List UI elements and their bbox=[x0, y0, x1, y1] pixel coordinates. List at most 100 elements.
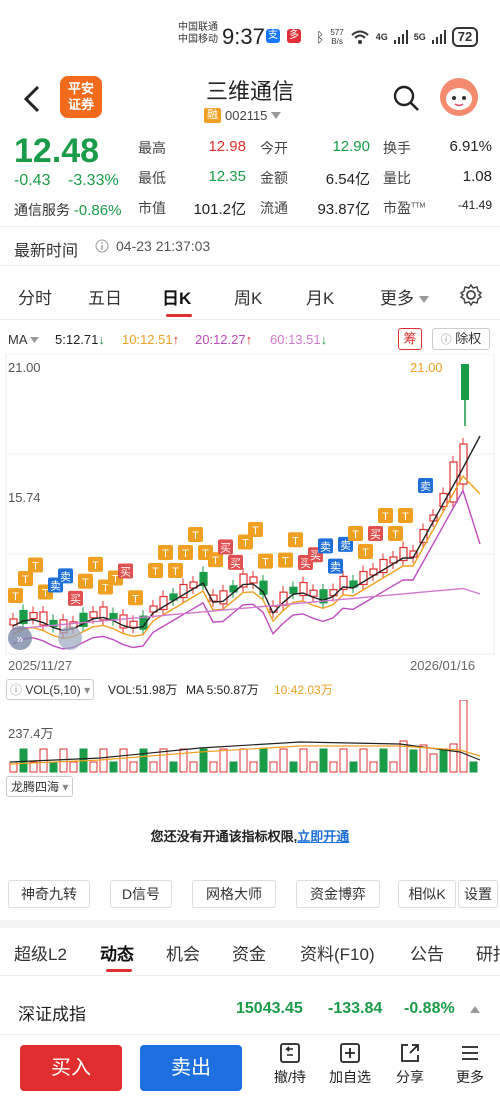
ma-selector[interactable]: MA bbox=[8, 332, 40, 347]
svg-text:买: 买 bbox=[120, 565, 131, 578]
trade-signal-badge[interactable]: 卖 bbox=[418, 478, 433, 493]
trade-signal-badge[interactable]: T bbox=[278, 552, 293, 568]
tab-news[interactable]: 动态 bbox=[100, 945, 134, 964]
trade-signal-badge[interactable]: T bbox=[378, 508, 393, 523]
index-row[interactable]: 深证成指 15043.45 -133.84 -0.88% bbox=[0, 988, 500, 1028]
share-button[interactable]: 分享 bbox=[380, 1041, 440, 1087]
signal-5g-icon: 5G bbox=[413, 32, 426, 42]
tool-grid-master[interactable]: 网格大师 bbox=[192, 880, 276, 908]
svg-text:卖: 卖 bbox=[320, 540, 331, 553]
trade-signal-badge[interactable]: T bbox=[248, 521, 263, 537]
trade-signal-badge[interactable]: T bbox=[148, 563, 163, 578]
volume-ma10: 10:42.03万 bbox=[274, 683, 333, 697]
trade-signal-badge[interactable]: 买 bbox=[68, 590, 83, 606]
trade-signal-badge[interactable]: 买 bbox=[228, 554, 243, 570]
stat-value: 6.54亿 bbox=[325, 171, 370, 188]
ma60-value: 60:13.51↓ bbox=[270, 332, 328, 347]
trade-signal-badge[interactable]: T bbox=[158, 545, 173, 560]
svg-text:T: T bbox=[362, 547, 369, 559]
trade-signal-badge[interactable]: T bbox=[8, 588, 23, 603]
tab-capital[interactable]: 资金 bbox=[232, 945, 266, 964]
tab-research[interactable]: 研报 bbox=[476, 945, 500, 964]
index-change: -133.84 bbox=[328, 1000, 383, 1017]
volume-row: ⓘ VOL(5,10) ▾ VOL:51.98万 MA 5:50.87万 10:… bbox=[0, 678, 500, 700]
quote-panel: 12.48 -0.43 -3.33% 通信服务 -0.86% 最高 12.98 今开… bbox=[0, 130, 500, 226]
stock-code: 002115 bbox=[225, 108, 268, 123]
tool-d-signal[interactable]: D信号 bbox=[110, 880, 172, 908]
add-watchlist-button[interactable]: 加自选 bbox=[320, 1041, 380, 1087]
tab-daily-k[interactable]: 日K bbox=[162, 289, 192, 308]
volume-chart[interactable]: 237.4万 bbox=[0, 700, 500, 774]
ma10-value: 10:12.51↑ bbox=[122, 332, 180, 347]
trade-signal-badge[interactable]: T bbox=[208, 552, 223, 568]
caret-up-icon[interactable] bbox=[470, 1005, 480, 1013]
signal-4g-icon: 4G bbox=[375, 32, 388, 42]
chart-zoom-icon[interactable] bbox=[58, 626, 82, 650]
tab-more[interactable]: 更多 bbox=[380, 284, 429, 309]
indicator-selector[interactable]: 龙腾四海 ▾ bbox=[6, 776, 74, 797]
chip-distribution-button[interactable]: 筹 bbox=[398, 328, 422, 350]
tool-capital-game[interactable]: 资金博弈 bbox=[296, 880, 380, 908]
chart-expand-icon[interactable]: » bbox=[8, 626, 32, 650]
trade-signal-badge[interactable]: T bbox=[178, 545, 193, 560]
back-arrow-icon[interactable] bbox=[18, 84, 48, 114]
trade-signal-badge[interactable]: T bbox=[288, 532, 303, 548]
stat-value: 1.08 bbox=[462, 168, 492, 185]
svg-text:T: T bbox=[392, 529, 399, 541]
open-permission-link[interactable]: 立即开通 bbox=[297, 829, 350, 844]
trade-signal-badge[interactable]: T bbox=[168, 563, 183, 578]
stock-code-row[interactable]: 融 002115 bbox=[204, 108, 282, 123]
trade-signal-badge[interactable]: T bbox=[88, 556, 103, 572]
trade-signal-badge[interactable]: T bbox=[78, 573, 93, 589]
svg-text:T: T bbox=[42, 588, 49, 600]
svg-text:T: T bbox=[32, 561, 39, 573]
info-icon[interactable] bbox=[95, 239, 109, 253]
active-tab-underline bbox=[106, 969, 132, 972]
trade-signal-badge[interactable]: 买 bbox=[218, 539, 233, 555]
signal-bars-icon bbox=[393, 30, 408, 44]
sector-info[interactable]: 通信服务 -0.86% bbox=[14, 202, 122, 219]
trade-signal-badge[interactable]: T bbox=[398, 508, 413, 523]
ex-rights-button[interactable]: ⓘ 除权 bbox=[432, 328, 490, 350]
tab-super-l2[interactable]: 超级L2 bbox=[14, 945, 67, 964]
search-icon[interactable] bbox=[392, 84, 420, 112]
avatar[interactable] bbox=[440, 78, 478, 116]
tab-f10[interactable]: 资料(F10) bbox=[300, 945, 375, 964]
svg-text:买: 买 bbox=[370, 528, 381, 541]
trade-signal-badge[interactable]: 买 bbox=[368, 526, 383, 541]
cancel-hold-button[interactable]: 撤/持 bbox=[260, 1041, 320, 1087]
tool-settings[interactable]: 设置 bbox=[458, 880, 498, 908]
tab-opportunity[interactable]: 机会 bbox=[166, 945, 200, 964]
trade-signal-badge[interactable]: T bbox=[238, 534, 253, 550]
tab-monthly-k[interactable]: 月K bbox=[306, 289, 335, 308]
trade-signal-badge[interactable]: T bbox=[358, 544, 373, 559]
latest-time-row: 最新时间 04-23 21:37:03 bbox=[0, 226, 500, 266]
trade-signal-badge[interactable]: T bbox=[188, 527, 203, 542]
volume-indicator-selector[interactable]: ⓘ VOL(5,10) ▾ bbox=[6, 679, 95, 700]
tool-similar-k[interactable]: 相似K bbox=[398, 880, 456, 908]
gear-icon[interactable] bbox=[460, 284, 482, 306]
trade-signal-badge[interactable]: 卖 bbox=[58, 568, 73, 584]
tab-five-day[interactable]: 五日 bbox=[88, 289, 122, 308]
trade-signal-badge[interactable]: 买 bbox=[118, 563, 133, 579]
trade-signal-badge[interactable]: T bbox=[28, 557, 43, 573]
more-button[interactable]: 更多 bbox=[440, 1041, 500, 1087]
tab-weekly-k[interactable]: 周K bbox=[234, 289, 263, 308]
trade-signal-badge[interactable]: T bbox=[388, 526, 403, 541]
trade-signal-badge[interactable]: T bbox=[18, 571, 33, 587]
trade-signal-badge[interactable]: T bbox=[258, 553, 273, 569]
buy-button[interactable]: 买入 bbox=[20, 1045, 122, 1091]
stat-label: 市值 bbox=[138, 200, 166, 216]
trade-signal-badge[interactable]: T bbox=[348, 526, 363, 541]
svg-text:T: T bbox=[292, 535, 299, 547]
svg-text:T: T bbox=[192, 530, 199, 542]
sell-button[interactable]: 卖出 bbox=[140, 1045, 242, 1091]
trade-signal-badge[interactable]: 卖 bbox=[328, 558, 343, 574]
tab-intraday[interactable]: 分时 bbox=[18, 289, 52, 308]
tab-announcement[interactable]: 公告 bbox=[410, 945, 444, 964]
trade-signal-badge[interactable]: T bbox=[128, 590, 143, 606]
trade-signal-badge[interactable]: 卖 bbox=[318, 538, 333, 554]
tool-magic-nine[interactable]: 神奇九转 bbox=[8, 880, 90, 908]
svg-text:T: T bbox=[212, 555, 219, 567]
